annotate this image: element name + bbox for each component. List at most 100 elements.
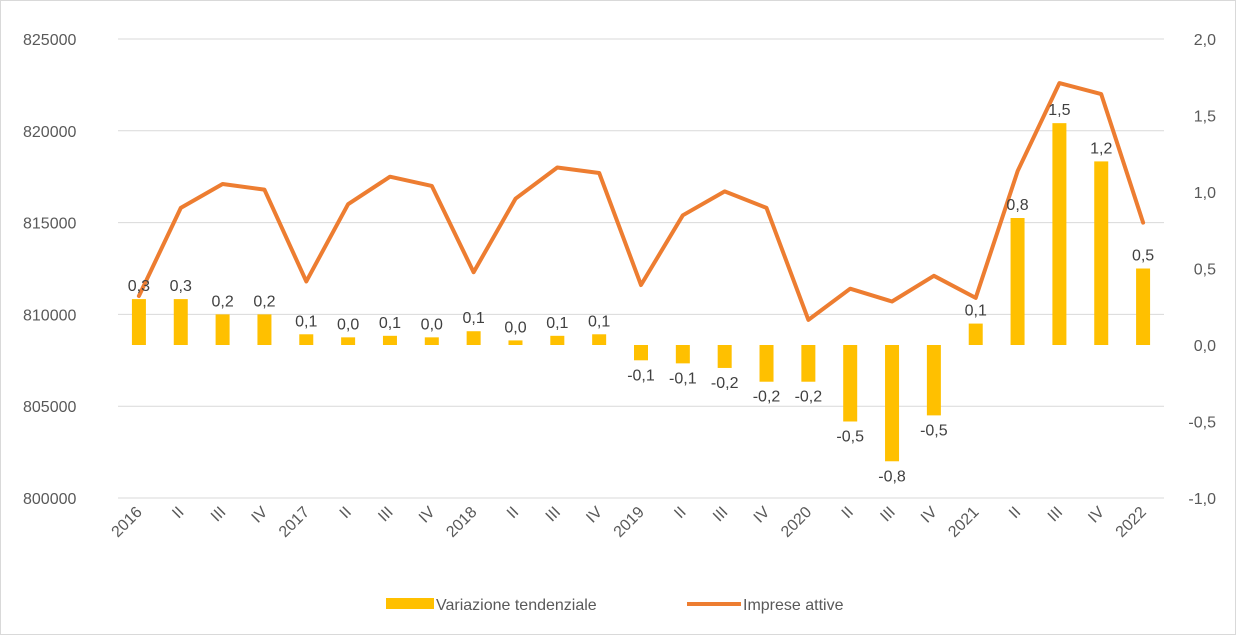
bar-labels-layer: 0,3 0,3 0,2 0,2 0,1 0,0 0,1 0,0 0,1 0,0 0,1 0,1 -0,1… <box>128 102 1155 485</box>
right-axis-tick-label: 0,0 <box>1194 338 1216 355</box>
x-axis-tick-label: IV <box>918 504 941 527</box>
x-axis-tick-label: III <box>543 504 564 525</box>
bar-data-label: 0,0 <box>421 316 443 333</box>
right-axis-tick-label: 0,5 <box>1194 262 1216 279</box>
bar-data-label: -0,1 <box>627 367 655 384</box>
x-axis-tick-label: IV <box>416 504 439 527</box>
bar <box>885 345 900 462</box>
left-axis-tick-label: 810000 <box>23 307 76 324</box>
legend: Variazione tendenziale Imprese attive <box>386 597 844 614</box>
bars-layer <box>131 123 1151 462</box>
x-axis-tick-label: III <box>375 504 396 525</box>
bar <box>299 334 314 345</box>
right-axis-tick-label: 1,5 <box>1194 109 1216 126</box>
bar-data-label: 0,1 <box>295 313 317 330</box>
left-axis-tick-label: 820000 <box>23 124 76 141</box>
left-axis-tick-label: 800000 <box>23 491 76 508</box>
bar-data-label: 0,1 <box>379 315 401 332</box>
legend-bar-label: Variazione tendenziale <box>436 597 597 614</box>
legend-bar-swatch <box>386 598 434 609</box>
x-axis-tick-label: IV <box>751 504 774 527</box>
bar <box>1094 161 1109 345</box>
right-axis-tick-label: -0,5 <box>1188 415 1216 432</box>
x-axis-tick-label: III <box>877 504 898 525</box>
bar <box>173 299 188 345</box>
bar <box>424 337 439 345</box>
bar-data-label: 0,2 <box>253 293 275 310</box>
bar-data-label: -0,2 <box>753 389 781 406</box>
bar-data-label: -0,5 <box>920 422 948 439</box>
x-axis-tick-label: 2022 <box>1113 504 1150 541</box>
bar <box>257 314 272 345</box>
left-axis-tick-label: 815000 <box>23 216 76 233</box>
bar <box>717 345 732 368</box>
bar <box>843 345 858 422</box>
right-axis-ticks: -1,0 -0,5 0,0 0,5 1,0 1,5 2,0 <box>1188 32 1216 508</box>
bar <box>1010 218 1025 345</box>
right-axis-tick-label: 2,0 <box>1194 32 1216 49</box>
right-axis-tick-label: 1,0 <box>1194 185 1216 202</box>
legend-line-label: Imprese attive <box>743 597 844 614</box>
right-axis-tick-label: -1,0 <box>1188 491 1216 508</box>
bar-data-label: -0,8 <box>878 468 906 485</box>
bar <box>341 337 356 345</box>
x-axis-tick-label: II <box>504 504 522 522</box>
bar-data-label: 1,5 <box>1048 102 1070 119</box>
bar <box>634 345 648 361</box>
bar-data-label: 0,1 <box>588 313 610 330</box>
bar-data-label: 0,1 <box>463 310 485 327</box>
x-axis-tick-label: II <box>1006 504 1024 522</box>
x-axis-tick-label: III <box>1045 504 1066 525</box>
left-axis-tick-label: 825000 <box>23 32 76 49</box>
bar-data-label: 0,3 <box>170 278 192 295</box>
bar-data-label: 0,8 <box>1006 197 1028 214</box>
x-axis-ticks: 2016 II III IV 2017 II III IV 2018 II III IV 2019 II I… <box>109 504 1150 541</box>
bar <box>508 340 523 345</box>
x-axis-tick-label: IV <box>1085 504 1108 527</box>
bar-data-label: 0,5 <box>1132 248 1154 265</box>
x-axis-tick-label: II <box>337 504 355 522</box>
x-axis-tick-label: 2018 <box>443 504 480 541</box>
bar <box>382 335 397 345</box>
x-axis-tick-label: 2021 <box>945 504 982 541</box>
x-axis-tick-label: II <box>671 504 689 522</box>
bar <box>131 299 146 345</box>
grid-layer <box>118 38 1164 499</box>
bar-data-label: 0,0 <box>337 316 359 333</box>
left-axis-tick-label: 805000 <box>23 399 76 416</box>
x-axis-tick-label: II <box>169 504 187 522</box>
x-axis-tick-label: IV <box>583 504 606 527</box>
bar-data-label: 0,1 <box>546 315 568 332</box>
bar-data-label: 0,3 <box>128 278 150 295</box>
bar <box>675 345 690 364</box>
bar-data-label: 0,0 <box>504 319 526 336</box>
x-axis-tick-label: 2017 <box>276 504 313 541</box>
bar <box>215 314 230 345</box>
bar <box>926 345 941 416</box>
x-axis-tick-label: III <box>208 504 229 525</box>
bar <box>759 345 774 382</box>
bar <box>466 331 481 345</box>
x-axis-tick-label: IV <box>249 504 272 527</box>
bar <box>968 323 983 345</box>
bar-data-label: -0,2 <box>795 389 823 406</box>
line-layer <box>136 81 1146 322</box>
left-axis-ticks: 800000 805000 810000 815000 820000 825000 <box>23 32 76 508</box>
bar-data-label: 0,2 <box>211 293 233 310</box>
bar <box>1136 268 1151 345</box>
x-axis-tick-label: II <box>839 504 857 522</box>
bar-data-label: -0,5 <box>836 429 864 446</box>
bar-data-label: 0,1 <box>965 303 987 320</box>
bar-data-label: -0,2 <box>711 375 739 392</box>
line-series-imprese-attive <box>136 81 1146 322</box>
x-axis-tick-label: 2020 <box>778 504 815 541</box>
x-axis-tick-label: 2019 <box>611 504 648 541</box>
x-axis-tick-label: 2016 <box>109 504 146 541</box>
bar <box>592 334 607 345</box>
bar-data-label: 1,2 <box>1090 140 1112 157</box>
bar-data-label: -0,1 <box>669 370 697 387</box>
bar <box>801 345 816 382</box>
bar <box>1052 123 1067 346</box>
